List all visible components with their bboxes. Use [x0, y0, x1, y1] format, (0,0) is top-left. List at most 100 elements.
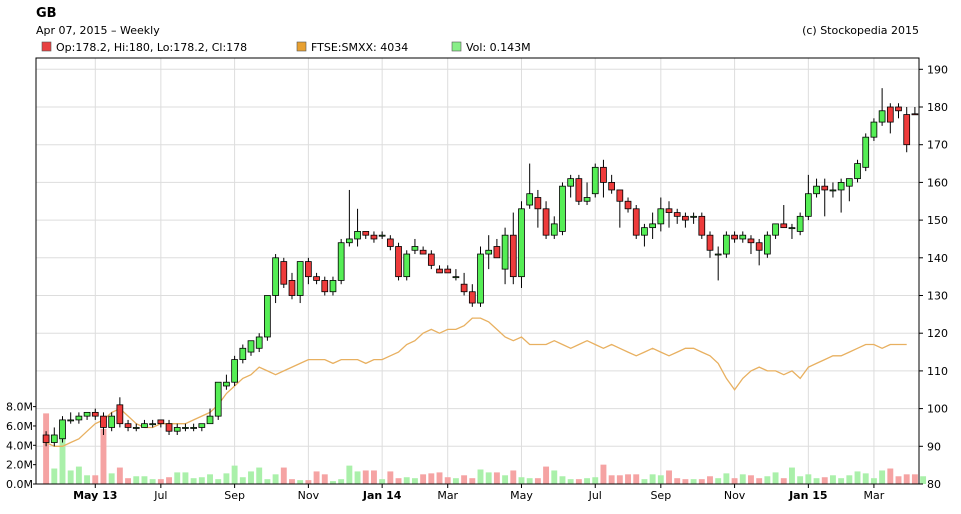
volume-bar: [43, 413, 50, 484]
volume-bar: [887, 468, 894, 484]
candle: [239, 344, 247, 364]
candle: [796, 212, 804, 236]
volume-bar: [543, 466, 550, 484]
candle: [804, 174, 812, 221]
candle: [534, 189, 542, 228]
date-tick-label: Jan 14: [362, 489, 402, 502]
volume-bar: [370, 470, 377, 484]
candle-body: [772, 223, 779, 236]
volume-bar: [903, 474, 910, 484]
volume-bar: [84, 475, 91, 484]
candle-body: [116, 404, 124, 425]
volume-bar: [461, 475, 468, 484]
volume-bar: [838, 478, 845, 484]
candle: [395, 242, 402, 281]
volume-tick-label: 8.0M: [6, 401, 33, 414]
candle: [526, 163, 534, 209]
candle-body: [173, 427, 181, 432]
volume-bar: [207, 474, 213, 484]
volume-bar: [690, 479, 697, 484]
candle-body: [255, 336, 263, 349]
volume-bar: [879, 470, 886, 484]
date-tick-label: Mar: [437, 489, 458, 502]
candle: [632, 205, 640, 239]
candle: [280, 257, 288, 288]
candle: [67, 412, 75, 424]
volume-bar: [108, 473, 115, 484]
volume-bar: [51, 468, 58, 484]
candle-body: [624, 200, 632, 210]
candle: [747, 235, 755, 255]
legend-label-index: FTSE:SMXX: 4034: [311, 41, 408, 54]
candle: [723, 231, 730, 258]
candle: [370, 231, 378, 243]
volume-bar: [493, 472, 500, 484]
candle: [567, 174, 575, 198]
candle-body: [231, 359, 238, 383]
candle: [362, 231, 370, 239]
volume-tick-label: 6.0M: [6, 420, 33, 433]
volume-bar: [67, 470, 74, 484]
candle: [649, 212, 656, 239]
candle: [231, 355, 238, 386]
candle-body: [813, 185, 820, 195]
candle: [386, 235, 394, 251]
candle: [657, 197, 665, 232]
volume-bar: [862, 473, 869, 484]
candle: [854, 159, 861, 183]
candle-body: [247, 340, 255, 353]
candle-body: [321, 280, 329, 293]
candle-body: [764, 234, 771, 255]
candle: [59, 416, 66, 443]
volume-bar: [551, 470, 558, 484]
volume-bar: [100, 428, 107, 484]
candle-body: [436, 268, 443, 274]
legend-label-price: Op:178.2, Hi:180, Lo:178.2, Cl:178: [56, 41, 247, 54]
candle: [886, 103, 894, 134]
candle: [780, 205, 788, 229]
candle-body: [264, 295, 271, 338]
volume-bar: [715, 478, 722, 484]
volume-bar: [215, 479, 222, 484]
date-tick-label: May: [510, 489, 533, 502]
volume-bar: [854, 471, 861, 484]
index-line-layer: [45, 317, 907, 447]
candle-body: [608, 182, 615, 191]
volume-bar: [895, 476, 902, 484]
legend-swatch-volume: [451, 41, 462, 52]
candle: [690, 212, 697, 224]
candle: [165, 419, 173, 435]
candle-body: [493, 246, 501, 259]
candle: [182, 423, 189, 432]
candle-body: [214, 381, 222, 417]
volume-bar: [141, 476, 148, 484]
candle-body: [575, 178, 583, 202]
candle: [108, 412, 116, 432]
candle-body: [362, 231, 370, 236]
volume-bar: [666, 470, 672, 484]
volume-bar: [756, 478, 763, 484]
volume-bar: [92, 475, 99, 484]
candle: [321, 276, 329, 296]
candle: [296, 261, 304, 304]
candle-body: [59, 419, 66, 440]
candle: [157, 419, 165, 428]
candle-body: [83, 411, 91, 417]
candle-body: [468, 291, 476, 304]
candle-body: [591, 166, 599, 195]
candle-body: [632, 208, 640, 236]
price-tick-label: 90: [927, 440, 941, 453]
candle-body: [42, 434, 50, 443]
candle-body: [878, 110, 886, 123]
candle: [198, 423, 206, 432]
volume-bar: [149, 479, 156, 484]
candle-body: [518, 208, 525, 278]
candle: [624, 197, 632, 213]
volume-bar: [75, 466, 82, 484]
legend: Op:178.2, Hi:180, Lo:178.2, Cl:178 FTSE:…: [41, 41, 531, 54]
candle-body: [911, 113, 919, 116]
volume-bar: [584, 478, 591, 484]
volume-bar: [682, 479, 689, 484]
candle: [673, 208, 681, 224]
volume-bar: [403, 477, 410, 484]
